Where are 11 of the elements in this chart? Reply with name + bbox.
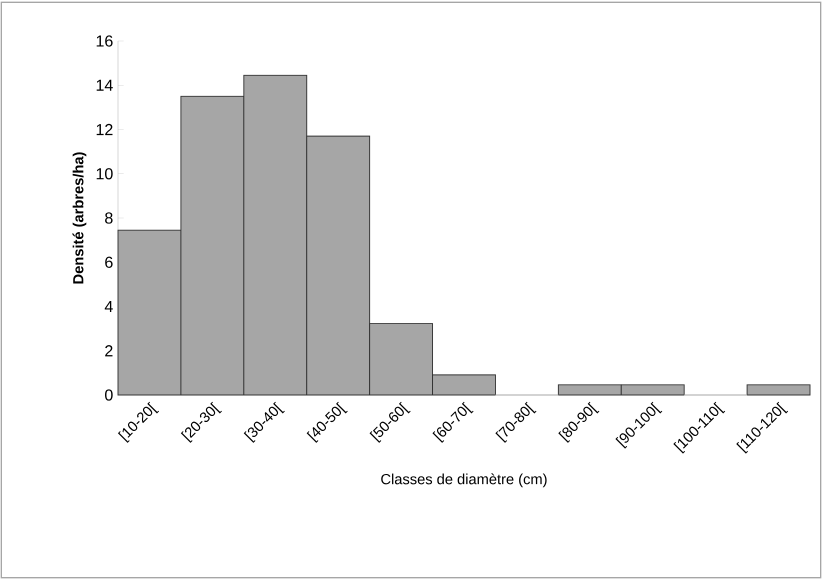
y-axis-title: Densité (arbres/ha): [72, 152, 86, 284]
y-tick-label: 4: [104, 301, 113, 312]
y-tick-label: 0: [105, 389, 113, 401]
y-tick-label: 12: [96, 124, 112, 136]
y-tick-label: 8: [105, 212, 113, 224]
y-tick-label: 2: [105, 345, 112, 356]
x-axis-title: Classes de diamètre (cm): [381, 473, 547, 488]
y-tick-label: 14: [96, 80, 113, 91]
y-tick-label: 10: [96, 168, 113, 180]
y-tick-label: 16: [96, 35, 113, 47]
y-tick-label: 6: [105, 256, 113, 268]
